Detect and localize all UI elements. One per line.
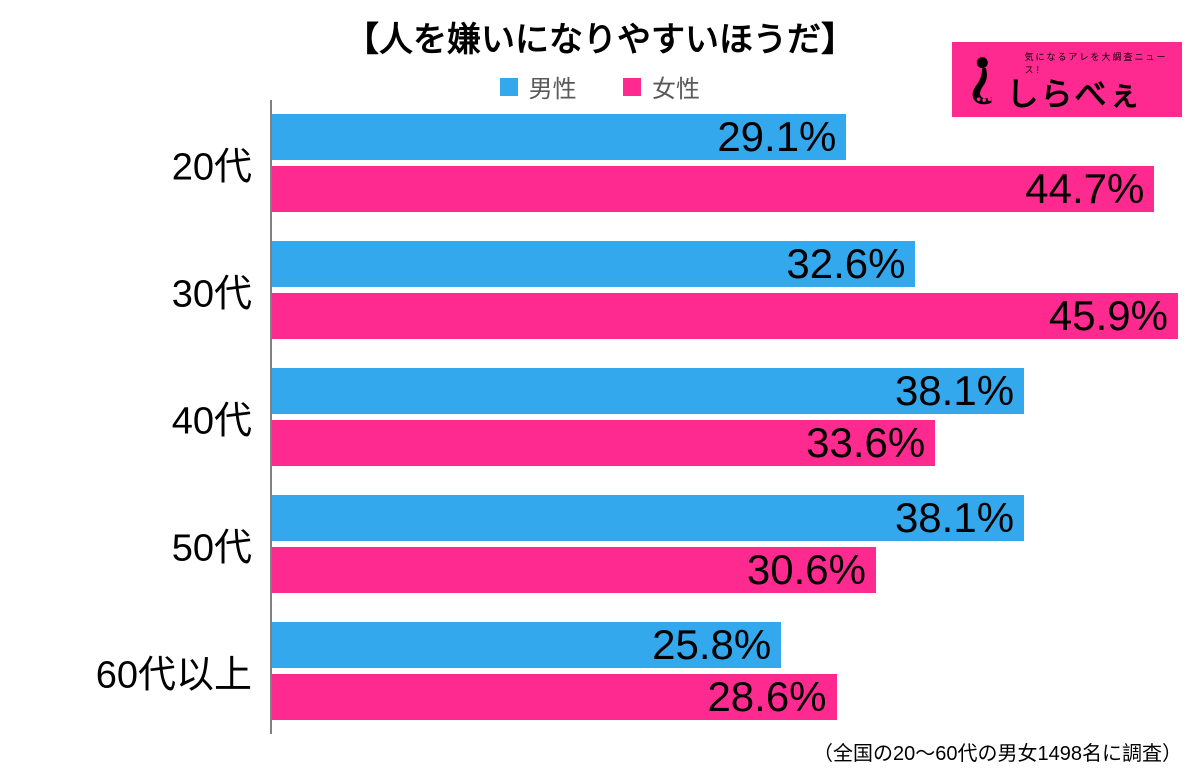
category-group: 30代32.6%45.9% (272, 227, 1180, 354)
bar: 32.6% (272, 241, 915, 287)
bar-value: 44.7% (1025, 165, 1144, 213)
category-label: 50代 (172, 516, 252, 571)
bar-value: 45.9% (1049, 292, 1168, 340)
bar: 45.9% (272, 293, 1178, 339)
legend-label-male: 男性 (529, 76, 577, 103)
category-group: 50代38.1%30.6% (272, 480, 1180, 607)
bar-value: 25.8% (652, 621, 771, 669)
legend-item-female: 女性 (623, 69, 700, 104)
bar: 44.7% (272, 166, 1154, 212)
brand-tagline: 気になるアレを大調査ニュース！ (1007, 50, 1182, 76)
category-label: 30代 (172, 263, 252, 318)
bar-value: 29.1% (717, 113, 836, 161)
bar: 38.1% (272, 368, 1024, 414)
category-group: 60代以上25.8%28.6% (272, 607, 1180, 734)
bar: 30.6% (272, 547, 876, 593)
category-group: 40代38.1%33.6% (272, 354, 1180, 481)
legend-swatch-female (623, 78, 641, 96)
chart-area: 20代29.1%44.7%30代32.6%45.9%40代38.1%33.6%5… (0, 100, 1200, 734)
bar-value: 33.6% (806, 419, 925, 467)
brand-logo-icon (964, 55, 1001, 105)
bar-value: 28.6% (707, 673, 826, 721)
bar-value: 30.6% (747, 546, 866, 594)
bar: 33.6% (272, 420, 935, 466)
category-group: 20代29.1%44.7% (272, 100, 1180, 227)
bar-value: 38.1% (895, 367, 1014, 415)
legend-item-male: 男性 (500, 69, 577, 104)
category-label: 20代 (172, 136, 252, 191)
bar: 25.8% (272, 622, 781, 668)
chart-plot: 20代29.1%44.7%30代32.6%45.9%40代38.1%33.6%5… (270, 100, 1180, 734)
bar: 38.1% (272, 495, 1024, 541)
bar: 29.1% (272, 114, 846, 160)
category-label: 60代以上 (96, 643, 252, 698)
bar-value: 38.1% (895, 494, 1014, 542)
source-note: （全国の20〜60代の男女1498名に調査） (813, 737, 1182, 766)
legend-label-female: 女性 (652, 76, 700, 103)
legend-swatch-male (500, 78, 518, 96)
bar-value: 32.6% (786, 240, 905, 288)
category-label: 40代 (172, 389, 252, 444)
bar: 28.6% (272, 674, 837, 720)
